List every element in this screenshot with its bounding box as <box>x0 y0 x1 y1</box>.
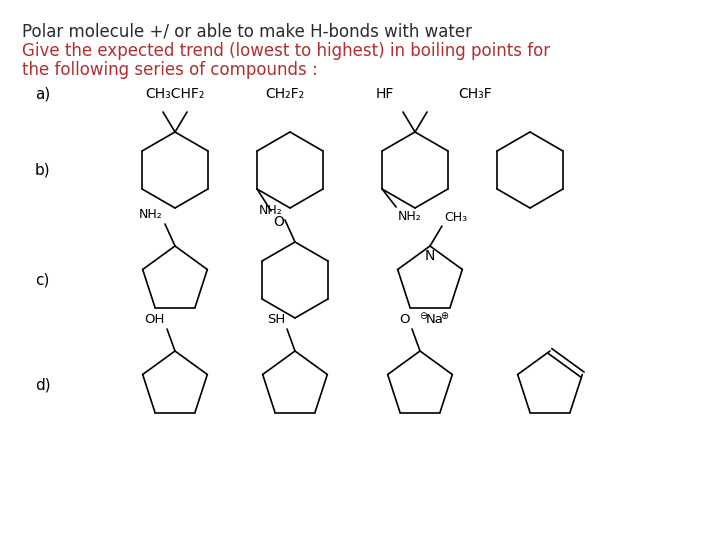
Text: CH₃F: CH₃F <box>458 87 492 101</box>
Text: b): b) <box>35 163 50 178</box>
Text: ⊖: ⊖ <box>419 311 427 321</box>
Text: c): c) <box>35 273 50 287</box>
Text: ⊕: ⊕ <box>440 311 448 321</box>
Text: CH₃: CH₃ <box>444 211 467 224</box>
Text: d): d) <box>35 377 50 393</box>
Text: CH₂F₂: CH₂F₂ <box>266 87 305 101</box>
Text: SH: SH <box>266 313 285 326</box>
Text: HF: HF <box>376 87 394 101</box>
Text: O: O <box>400 313 410 326</box>
Text: Na: Na <box>426 313 444 326</box>
Text: Polar molecule +/ or able to make H-bonds with water: Polar molecule +/ or able to make H-bond… <box>22 23 472 41</box>
Text: N: N <box>425 249 435 263</box>
Text: O: O <box>273 215 284 229</box>
Text: the following series of compounds :: the following series of compounds : <box>22 61 318 79</box>
Text: NH₂: NH₂ <box>398 210 422 223</box>
Text: NH₂: NH₂ <box>259 204 283 217</box>
Text: OH: OH <box>145 313 165 326</box>
Text: CH₃CHF₂: CH₃CHF₂ <box>145 87 204 101</box>
Text: Give the expected trend (lowest to highest) in boiling points for: Give the expected trend (lowest to highe… <box>22 42 550 60</box>
Text: a): a) <box>35 86 50 102</box>
Text: NH₂: NH₂ <box>139 208 163 221</box>
